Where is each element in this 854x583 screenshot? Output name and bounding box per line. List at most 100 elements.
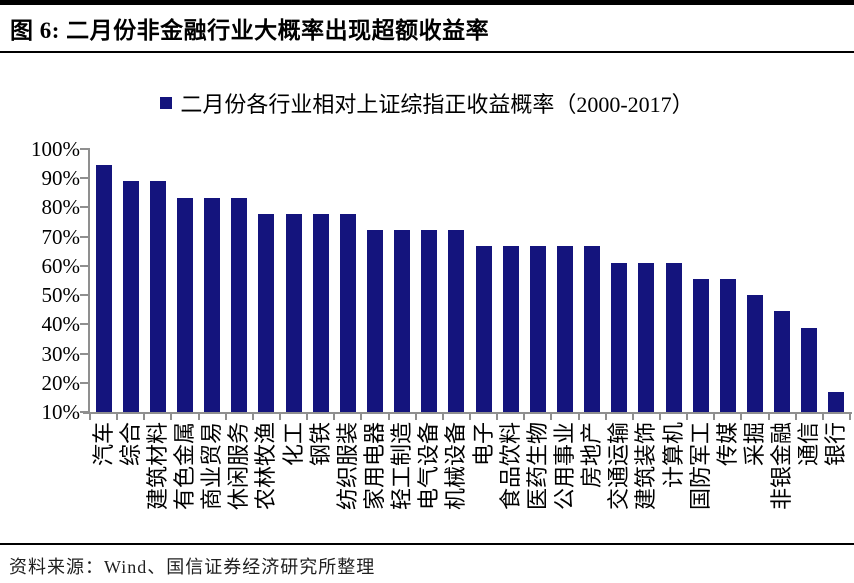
x-category-label-text: 公用事业 [552,422,577,511]
bar [394,230,411,412]
y-tick [80,206,90,209]
bar [747,295,763,412]
x-category-label-text: 传媒 [714,422,740,467]
bar [177,197,193,412]
legend-label: 二月份各行业相对上证综指正收益概率（2000-2017） [180,92,694,117]
bar [475,246,492,412]
bar [611,262,628,412]
x-category-label-text: 医药生物 [524,422,550,511]
x-tick [523,414,526,420]
y-tick [80,148,90,150]
y-tick-label: 100% [31,137,80,161]
x-tick [686,414,689,420]
bar [584,246,601,412]
x-category-label-text: 电气设备 [416,422,442,511]
x-category-label-text: 汽车 [90,422,116,467]
x-category-label-text: 房地产 [579,422,605,489]
x-tick [170,414,173,420]
y-tick-label: 80% [41,195,81,220]
x-tick [116,414,119,420]
x-tick [849,414,851,420]
bar [719,278,736,412]
bar [448,230,465,412]
y-tick-label: 60% [41,253,81,278]
x-tick [767,414,770,420]
x-category-label-text: 国防军工 [687,422,713,511]
x-category-label-text: 采掘 [742,422,767,467]
x-category-label-text: 电子 [470,422,496,467]
y-axis-line [88,148,90,414]
chart-legend: 二月份各行业相对上证综指正收益概率（2000-2017） [0,88,854,118]
x-tick [794,414,797,420]
bar [231,197,248,412]
y-tick-label: 10% [41,400,81,424]
x-tick [631,414,634,420]
x-category-label-text: 商业贸易 [199,422,225,511]
x-category-label-text: 休闲服务 [226,422,252,511]
x-tick [441,414,444,420]
x-tick [143,414,146,420]
x-tick [306,414,309,420]
y-tick-label: 40% [41,312,81,337]
x-category-label-text: 银行 [823,422,849,467]
y-tick [80,177,90,180]
x-tick [496,414,499,420]
x-tick [251,414,254,420]
y-tick-label: 50% [41,283,81,308]
x-category-label-text: 纺织服装 [334,422,360,511]
bar [502,246,519,412]
x-tick [333,414,336,420]
x-tick [469,414,471,420]
x-tick [387,414,390,420]
x-tick [659,414,661,420]
legend-swatch-icon [160,97,173,109]
x-category-label-text: 轻工制造 [389,422,415,511]
source-note: 资料来源：Wind、国信证券经济研究所整理 [9,557,376,577]
bar [529,246,546,412]
y-tick-label: 70% [41,224,81,249]
y-tick [80,381,90,384]
x-tick [740,414,743,420]
x-tick [821,414,824,420]
figure-title: 图 6: 二月份非金融行业大概率出现超额收益率 [10,18,490,43]
bar [367,230,383,412]
y-tick-label: 20% [41,370,81,395]
bar [638,262,655,412]
bar [665,262,682,412]
y-tick [80,294,90,297]
bar [258,213,275,412]
footer-rule [0,543,854,545]
bar [801,327,818,412]
x-category-label-text: 计算机 [660,422,686,489]
x-category-label-text: 通信 [796,422,822,467]
x-category-label-text: 食品饮料 [497,422,523,511]
x-category-label-text: 化工 [280,422,306,467]
bar [95,165,112,412]
x-tick [604,414,607,420]
bar [774,311,791,412]
bar [421,230,438,412]
y-tick [80,264,90,267]
x-category-label-text: 有色金属 [172,422,197,511]
bar [285,213,302,412]
x-tick [279,414,281,420]
bar [149,181,166,412]
x-category-label-text: 钢铁 [307,422,333,467]
x-tick [577,414,580,420]
y-tick [80,352,90,355]
x-category-label-text: 非银金融 [769,422,795,511]
x-tick [550,414,553,420]
y-tick-label: 30% [41,341,81,366]
x-tick [197,414,200,420]
bar [312,213,329,412]
y-tick [80,235,90,238]
x-category-label-text: 家用电器 [362,422,387,511]
bar [692,278,709,412]
x-category-label-text: 综合 [117,422,143,467]
bar [339,213,356,412]
x-tick [89,414,91,420]
header-top-rule [0,0,854,5]
bar [828,392,845,412]
y-tick [80,323,90,326]
